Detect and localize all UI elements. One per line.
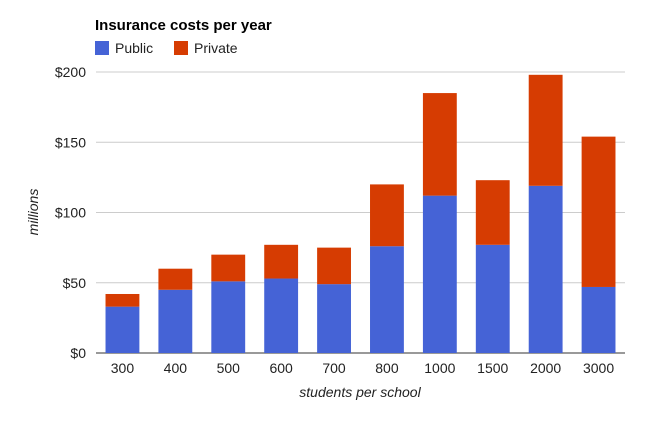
x-tick-label: 600 [269,360,293,376]
bar-segment-private [422,93,457,196]
y-tick-label: $0 [70,345,86,361]
y-axis-label: millions [25,189,41,236]
legend-label-public: Public [115,40,153,56]
chart-title: Insurance costs per year [95,17,272,34]
bar-segment-public [158,289,193,353]
x-axis-label: students per school [299,384,421,400]
x-tick-label: 500 [217,360,241,376]
x-tick-label: 400 [164,360,188,376]
x-tick-label: 1500 [477,360,508,376]
bar-segment-public [581,286,616,353]
bar-segment-public [370,246,404,353]
y-tick-label: $50 [63,275,87,291]
bar-segment-private [264,244,299,279]
x-tick-label: 300 [111,360,135,376]
bar-segment-public [528,185,563,353]
legend-swatch-private [174,41,188,55]
legend-swatch-public [95,41,109,55]
bar-segment-private [158,268,193,290]
bar-segment-public [105,306,140,353]
legend-label-private: Private [194,40,238,56]
bar-segment-private [317,247,351,285]
y-tick-label: $200 [55,64,86,80]
x-tick-label: 2000 [530,360,561,376]
x-axis-ticks: 300 400 500 600 700 800 1000 1500 2000 3000 [111,360,615,376]
x-tick-label: 700 [322,360,346,376]
y-tick-label: $150 [55,134,86,150]
bar-segment-private [105,293,140,307]
x-tick-label: 800 [375,360,399,376]
legend: Public Private [95,40,238,56]
x-tick-label: 1000 [424,360,455,376]
bar-segment-private [581,136,616,287]
bar-segment-private [211,254,246,282]
bar-segment-public [422,195,457,353]
y-tick-label: $100 [55,205,86,221]
x-tick-label: 3000 [583,360,614,376]
bar-segment-public [264,278,299,353]
bars [105,74,616,353]
bar-segment-private [370,184,404,247]
bar-segment-private [475,180,510,245]
bar-segment-public [317,284,351,353]
y-axis-ticks: $0 $50 $100 $150 $200 [55,64,86,361]
bar-segment-private [528,74,563,186]
bar-segment-public [475,244,510,353]
bar-segment-public [211,281,246,353]
